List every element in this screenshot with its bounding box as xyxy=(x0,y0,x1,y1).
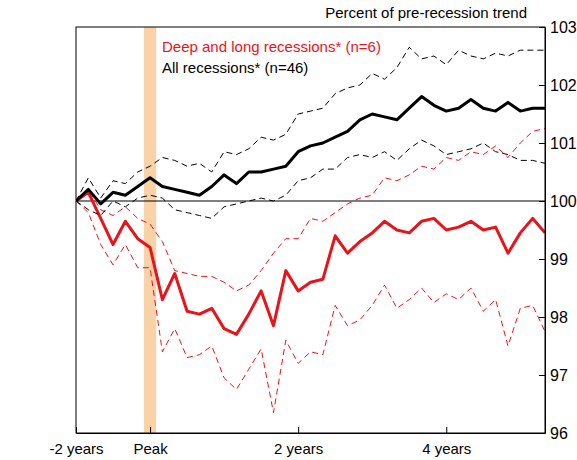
x-tick: -2 years xyxy=(49,427,103,457)
x-tick: Peak xyxy=(133,427,168,457)
y-tick-mark xyxy=(539,27,545,28)
y-tick-mark xyxy=(539,375,545,376)
plot-frame xyxy=(76,27,545,433)
y-tick-label: 98 xyxy=(550,309,568,326)
series-line xyxy=(76,192,545,334)
y-tick: 96 xyxy=(539,425,568,442)
y-axis: 96 97 98 99 100 101 102 103 xyxy=(539,19,577,442)
y-tick-mark xyxy=(539,201,545,202)
x-tick: 2 years xyxy=(274,427,323,457)
chart-svg: -2 years Peak 2 years 4 years 96 97 98 99 100 101… xyxy=(0,0,577,460)
x-tick-mark xyxy=(76,427,77,433)
x-tick-mark xyxy=(150,427,151,433)
reference-line xyxy=(76,200,545,201)
x-tick-label: 2 years xyxy=(274,440,323,457)
chart-container: -2 years Peak 2 years 4 years 96 97 98 99 100 101… xyxy=(0,0,577,460)
y-tick-mark xyxy=(539,143,545,144)
y-tick: 101 xyxy=(539,135,577,152)
y-tick-label: 102 xyxy=(550,77,577,94)
upper-band-line xyxy=(76,129,545,291)
x-tick-label: Peak xyxy=(133,440,168,457)
y-axis-line xyxy=(545,28,546,434)
y-tick-mark xyxy=(539,85,545,86)
y-tick: 99 xyxy=(539,251,568,268)
y-tick-label: 103 xyxy=(550,19,577,36)
y-tick: 100 xyxy=(539,193,577,210)
marks xyxy=(76,27,545,433)
lower-band-line xyxy=(76,201,545,413)
x-axis: -2 years Peak 2 years 4 years xyxy=(49,427,545,457)
y-tick-label: 99 xyxy=(550,251,568,268)
peak-band xyxy=(144,27,156,433)
y-tick: 97 xyxy=(539,367,568,384)
x-tick-mark xyxy=(298,427,299,433)
y-tick-mark xyxy=(539,259,545,260)
y-tick: 98 xyxy=(539,309,568,326)
upper-band-line xyxy=(76,47,545,201)
series-line xyxy=(76,97,545,204)
x-tick-label: 4 years xyxy=(422,440,471,457)
y-tick-label: 96 xyxy=(550,425,568,442)
y-tick-mark xyxy=(539,317,545,318)
y-axis-title: Percent of pre-recession trend xyxy=(325,4,527,21)
y-tick: 102 xyxy=(539,77,577,94)
y-tick: 103 xyxy=(539,19,577,36)
x-tick-mark xyxy=(446,427,447,433)
legend-entry: All recessions* (n=46) xyxy=(162,59,308,76)
y-tick-label: 101 xyxy=(550,135,577,152)
legend-entry: Deep and long recessions* (n=6) xyxy=(162,38,381,55)
x-tick: 4 years xyxy=(422,427,471,457)
x-axis-line xyxy=(77,433,546,434)
y-tick-label: 97 xyxy=(550,367,568,384)
y-tick-label: 100 xyxy=(550,193,577,210)
legend: Deep and long recessions* (n=6) All reces… xyxy=(162,38,381,76)
plot-area: -2 years Peak 2 years 4 years 96 97 98 99 100 101… xyxy=(49,19,576,457)
y-tick-mark xyxy=(539,433,545,434)
x-tick-label: -2 years xyxy=(49,440,103,457)
